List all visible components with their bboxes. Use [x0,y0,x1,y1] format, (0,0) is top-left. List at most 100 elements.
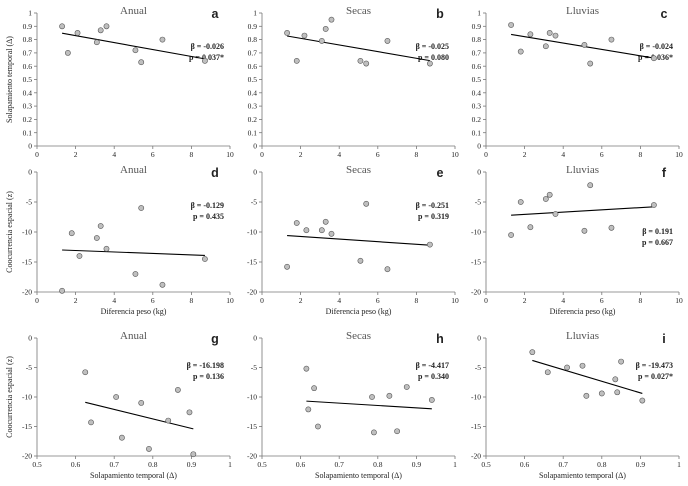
y-tick-label: 0.8 [248,35,258,44]
data-point [138,59,145,66]
y-tick-label: 0.6 [472,62,482,71]
panel-b: 0 2 4 6 8 10 0 0.1 0.2 0.3 0.4 0.5 0.6 0.7 0.8 0.9 1 Seca… [248,5,459,159]
data-point [427,60,433,67]
y-tick-label: -10 [471,393,481,402]
x-tick-label: 2 [299,150,303,159]
y-tick-label: 0 [28,142,32,151]
data-point [579,362,586,369]
beta-label: β = -16.198 [187,361,224,370]
x-tick-label: 8 [190,296,194,305]
panel-g: 0.5 0.6 0.7 0.8 0.9 1 -20 -15 -10 -5 0 Anual g β = -1… [5,330,232,480]
panel-letter: f [662,166,667,180]
y-tick-label: 0 [477,334,481,343]
data-point [88,419,94,426]
data-point [132,271,139,277]
x-tick-label: 0 [35,150,39,159]
y-tick-label: 0.8 [472,35,482,44]
panel-c: 0 2 4 6 8 10 0 0.1 0.2 0.3 0.4 0.5 0.6 0.7 0.8 0.9 1 Lluv… [472,5,683,159]
y-tick-label: -20 [247,288,257,297]
data-point [564,364,570,371]
data-point [138,205,145,211]
x-tick-label: 10 [451,296,459,305]
data-point [403,384,410,390]
x-tick-label: 0.5 [481,460,491,469]
y-tick-label: -15 [471,258,481,267]
x-tick-label: 0.6 [71,460,81,469]
data-point [542,196,549,202]
data-point [97,223,104,229]
data-point [93,39,100,46]
x-tick-label: 6 [600,296,604,305]
y-tick-label: 0.7 [248,49,258,58]
data-point [68,230,75,237]
data-point [303,227,310,234]
data-point [293,57,300,64]
y-tick-label: -20 [247,452,257,461]
y-tick-label: 0 [28,168,32,177]
x-tick-label: 4 [561,296,565,305]
panel-title: Secas [346,5,371,17]
x-tick-label: 0 [260,150,264,159]
panel-title: Lluvias [566,5,599,17]
trend-line [286,35,431,62]
data-point [581,42,588,48]
data-point [587,60,594,67]
x-tick-label: 1 [228,460,232,469]
y-tick-label: 0.5 [23,75,33,84]
y-tick-label: -15 [471,422,481,431]
panel-letter: i [662,332,665,346]
data-point [618,358,624,365]
x-axis-label: Solapamiento temporal (Δ) [539,471,626,480]
x-tick-label: 0.9 [187,460,197,469]
x-tick-label: 0.5 [257,460,267,469]
data-point [428,397,435,403]
y-tick-label: 0 [253,334,257,343]
y-tick-label: 0.1 [23,128,33,137]
data-point [552,32,559,39]
y-tick-label: -15 [247,258,257,267]
data-point [138,399,145,406]
beta-label: β = -0.025 [416,42,449,51]
y-tick-label: -10 [247,393,257,402]
x-tick-label: 6 [600,150,604,159]
data-point [97,27,104,34]
x-axis-label: Solapamiento temporal (Δ) [90,471,177,480]
data-point [301,32,308,39]
panel-a: 0 2 4 6 8 10 0 0.1 0.2 0.3 0.4 0.5 0.6 0.7 0.8 0.9 1 Anua… [5,5,234,159]
y-axis-label: Coocurrencia espacial (z) [5,191,14,273]
beta-label: β = -0.251 [416,201,449,210]
data-point [517,48,524,55]
y-tick-label: -20 [22,452,32,461]
x-tick-label: 10 [675,296,683,305]
data-point [546,191,553,198]
panel-title: Anual [120,330,147,342]
y-tick-label: 0.7 [472,49,482,58]
y-tick-label: 0.4 [248,88,258,97]
data-point [113,394,120,400]
x-tick-label: 1 [677,460,681,469]
x-tick-label: 0 [484,150,488,159]
panel-f: 0 2 4 6 8 10 -20 -15 -10 -5 0 Lluvias f β = 0.191 p = … [471,164,683,316]
x-tick-label: 8 [415,296,419,305]
trend-line [511,206,654,216]
data-point [103,245,110,252]
x-tick-label: 2 [74,296,78,305]
data-point [322,218,329,225]
data-point [132,47,139,54]
data-point [371,429,377,436]
y-tick-label: -15 [247,422,257,431]
data-point [146,446,152,452]
data-point [103,23,110,30]
y-tick-label: -5 [251,198,257,207]
data-point [612,376,619,383]
y-tick-label: 0.7 [23,49,33,58]
x-tick-label: 8 [415,150,419,159]
data-point [59,287,65,294]
data-point [651,55,657,62]
data-point [328,230,335,237]
y-tick-label: 0.8 [23,35,33,44]
x-axis-label: Diferencia peso (kg) [326,307,392,316]
x-tick-label: 0.6 [296,460,306,469]
data-point [74,30,81,36]
